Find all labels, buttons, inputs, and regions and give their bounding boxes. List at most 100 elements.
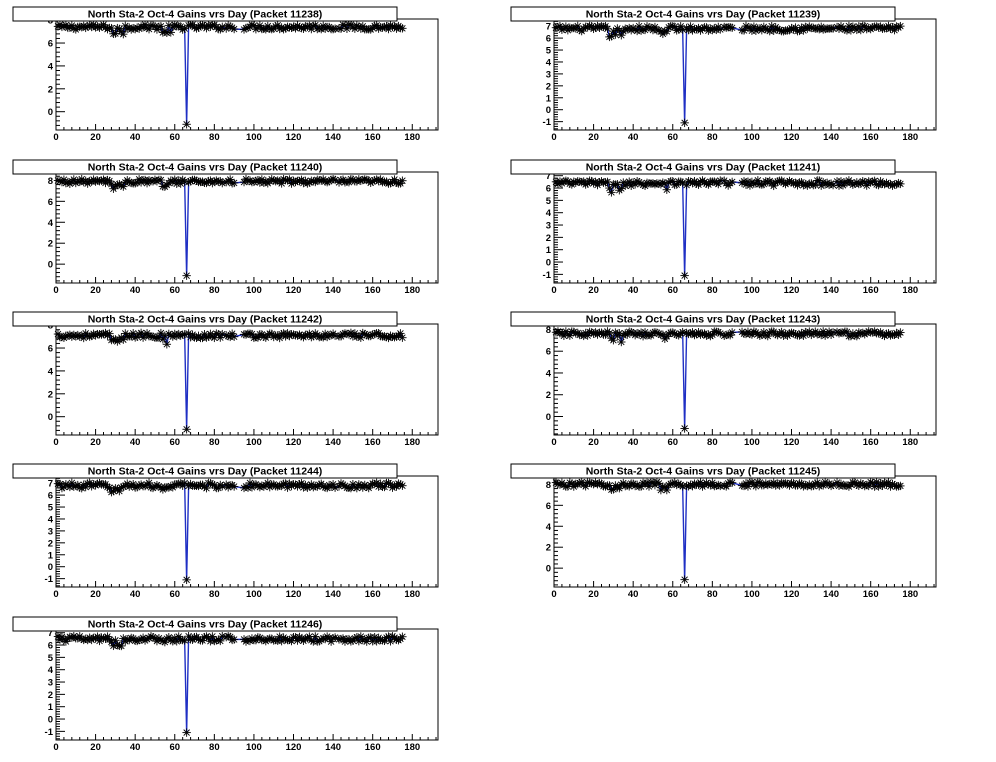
- x-tick-label: 140: [823, 437, 839, 448]
- data-point: [609, 485, 618, 494]
- plot-frame: [55, 171, 439, 284]
- data-point: [896, 481, 905, 491]
- data-point: [216, 333, 225, 342]
- x-tick-label: 180: [902, 132, 918, 143]
- chart-title-box: [510, 311, 896, 327]
- y-tick-label: 6: [546, 184, 551, 195]
- x-tick-label: 140: [325, 742, 341, 753]
- x-tick-label: 40: [628, 285, 639, 296]
- x-tick-label: 140: [325, 589, 341, 600]
- x-tick-label: 100: [744, 285, 760, 296]
- chart-title: North Sta-2 Oct-4 Gains vrs Day (Packet …: [88, 619, 323, 631]
- y-tick-label: 8: [546, 480, 551, 491]
- data-point: [182, 728, 191, 737]
- x-tick-label: 20: [588, 132, 599, 143]
- x-tick-label: 80: [707, 589, 718, 600]
- x-tick-label: 100: [246, 589, 262, 600]
- y-tick-label: -1: [543, 270, 552, 281]
- x-tick-label: 40: [628, 437, 639, 448]
- x-tick-label: 60: [667, 437, 678, 448]
- x-tick-label: 20: [588, 285, 599, 296]
- data-point: [398, 176, 407, 185]
- x-tick-label: 80: [209, 742, 220, 753]
- x-tick-label: 160: [365, 437, 381, 448]
- chart-title-box: [510, 6, 896, 22]
- data-point: [615, 484, 624, 493]
- y-tick-label: 5: [48, 653, 54, 664]
- plot-frame: [553, 475, 937, 588]
- y-tick-label: 2: [48, 84, 53, 95]
- x-tick-label: 0: [53, 285, 58, 296]
- data-point: [828, 480, 838, 489]
- y-tick-label: 0: [48, 260, 53, 271]
- data-point: [680, 271, 689, 280]
- x-tick-label: 0: [53, 132, 58, 143]
- x-tick-label: 180: [902, 285, 918, 296]
- x-tick-label: 100: [246, 132, 262, 143]
- y-tick-label: 2: [546, 233, 551, 244]
- data-point: [140, 20, 150, 29]
- y-tick-label: 6: [48, 641, 53, 652]
- x-tick-label: 100: [744, 437, 760, 448]
- y-tick-label: 4: [48, 366, 54, 377]
- x-tick-label: 100: [246, 285, 262, 296]
- x-tick-label: 160: [365, 285, 381, 296]
- data-point: [105, 329, 114, 338]
- y-tick-label: 0: [48, 412, 53, 423]
- x-tick-label: 100: [246, 437, 262, 448]
- x-tick-label: 140: [325, 437, 341, 448]
- data-point: [229, 635, 239, 644]
- x-tick-label: 60: [169, 589, 180, 600]
- y-tick-label: 1: [546, 245, 552, 256]
- data-point: [119, 29, 128, 39]
- y-tick-label: 6: [546, 501, 551, 512]
- y-tick-label: 3: [546, 69, 551, 80]
- data-point: [680, 575, 689, 584]
- y-tick-label: 8: [48, 176, 53, 187]
- chart-title: North Sta-2 Oct-4 Gains vrs Day (Packet …: [88, 314, 323, 326]
- x-tick-label: 60: [169, 285, 180, 296]
- x-tick-label: 20: [90, 742, 101, 753]
- data-point: [727, 177, 737, 187]
- y-tick-label: 0: [546, 105, 551, 116]
- x-tick-label: 140: [823, 589, 839, 600]
- data-point: [162, 340, 172, 349]
- x-tick-label: 120: [784, 285, 800, 296]
- data-point: [330, 331, 340, 340]
- y-tick-label: 0: [546, 258, 551, 269]
- x-tick-label: 80: [707, 437, 718, 448]
- x-tick-label: 80: [209, 285, 220, 296]
- x-tick-label: 140: [823, 132, 839, 143]
- y-tick-label: 5: [546, 46, 552, 57]
- data-point: [896, 21, 905, 31]
- y-tick-label: 7: [48, 628, 53, 639]
- y-tick-label: 3: [48, 678, 53, 689]
- x-tick-label: 180: [404, 132, 420, 143]
- x-tick-label: 120: [286, 437, 302, 448]
- data-point: [617, 337, 626, 347]
- data-point: [896, 328, 905, 337]
- x-tick-label: 180: [902, 589, 918, 600]
- data-point: [182, 120, 191, 129]
- x-tick-label: 20: [90, 437, 101, 448]
- x-tick-label: 60: [169, 132, 180, 143]
- chart-panel-8: 0 20 40 60 80 100 120 140 160 180 0 2 4 6 8 North Sta-2…: [510, 463, 937, 600]
- x-tick-label: 80: [209, 132, 220, 143]
- y-tick-label: 1: [546, 93, 552, 104]
- data-point: [603, 24, 612, 34]
- chart-title-box: [510, 463, 896, 479]
- x-tick-label: 20: [588, 437, 599, 448]
- data-point: [662, 185, 672, 194]
- y-tick-label: 0: [48, 562, 53, 573]
- y-tick-label: 7: [546, 22, 551, 33]
- data-point: [398, 333, 407, 342]
- y-tick-label: 2: [546, 81, 551, 92]
- chart-panel-7: 0 20 40 60 80 100 120 140 160 180-101234567North …: [12, 463, 439, 600]
- data-point: [680, 118, 689, 128]
- x-tick-label: 140: [823, 285, 839, 296]
- x-tick-label: 120: [784, 589, 800, 600]
- x-tick-label: 80: [209, 589, 220, 600]
